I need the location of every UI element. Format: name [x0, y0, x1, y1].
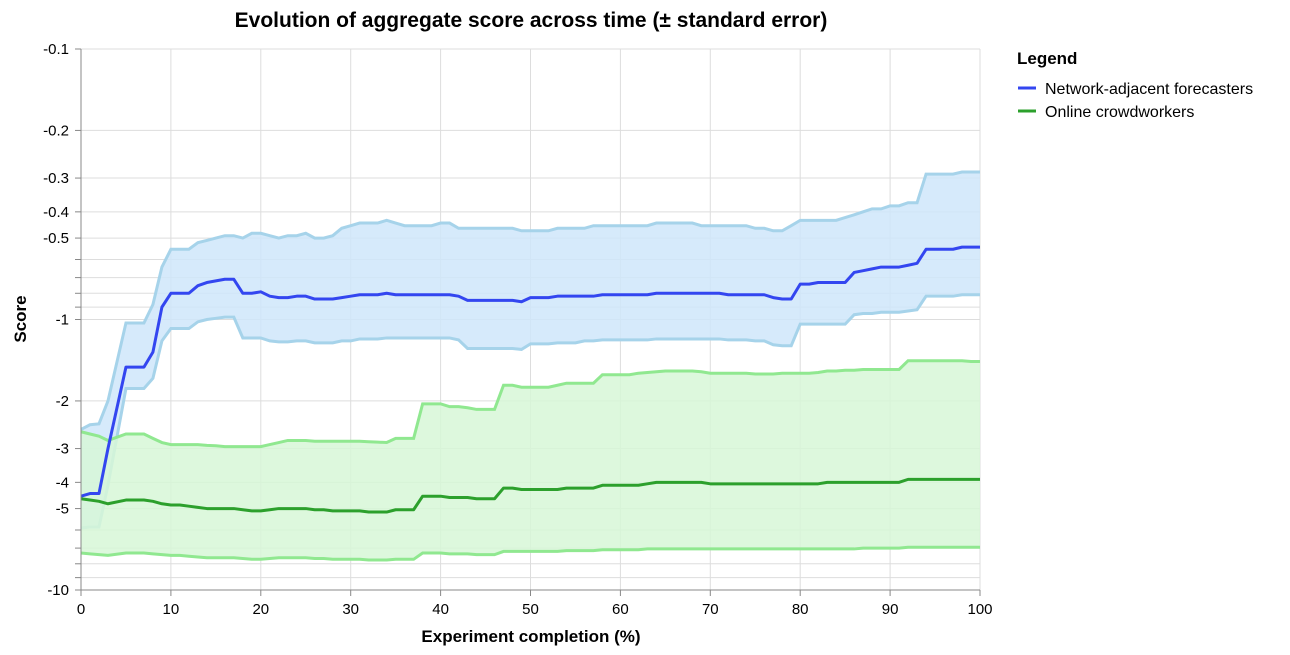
x-tick-label: 40 [432, 601, 449, 618]
x-tick-label: 60 [612, 601, 629, 618]
y-tick-label: -0.1 [43, 41, 69, 58]
x-tick-label: 10 [163, 601, 180, 618]
series-lines [80, 245, 980, 514]
chart-title: Evolution of aggregate score across time… [235, 9, 828, 32]
axes: 0 10 20 30 40 50 60 70 80 90 100 -0.1 -0.2 -0.3 -0.4 -0… [43, 41, 992, 618]
error-band-network-adjacent [81, 172, 980, 529]
upper-bound-line-online-crowdworkers [80, 359, 980, 449]
x-tick-label: 80 [792, 601, 809, 618]
legend: Legend Network-adjacent forecasters Onli… [1017, 49, 1253, 121]
y-tick-label: -0.3 [43, 170, 69, 187]
y-tick-label: -4 [56, 474, 69, 491]
y-tick-label: -2 [56, 393, 69, 410]
upper-bound-line-network-adjacent [80, 170, 980, 431]
legend-label-online-crowdworkers: Online crowdworkers [1045, 104, 1194, 121]
x-tick-label: 90 [882, 601, 899, 618]
lower-bound-line-network-adjacent [80, 293, 980, 530]
x-tick-label: 50 [522, 601, 539, 618]
y-axis-title: Score [11, 295, 30, 342]
x-tick-label: 70 [702, 601, 719, 618]
legend-label-network-adjacent: Network-adjacent forecasters [1045, 81, 1253, 98]
y-tick-label: -0.4 [43, 204, 69, 221]
mean-line-network-adjacent [80, 245, 980, 498]
lower-bound-line-online-crowdworkers [80, 545, 980, 562]
y-tick-label: -5 [56, 501, 69, 518]
x-tick-label: 30 [342, 601, 359, 618]
x-axis-title: Experiment completion (%) [421, 627, 640, 646]
error-band-online-crowdworkers [81, 360, 980, 561]
x-tick-label: 100 [967, 601, 992, 618]
x-tick-label: 20 [252, 601, 269, 618]
mean-line-online-crowdworkers [80, 477, 980, 514]
legend-title: Legend [1017, 49, 1077, 68]
y-tick-label: -1 [56, 312, 69, 329]
y-tick-label: -0.2 [43, 122, 69, 139]
error-bands [80, 170, 980, 562]
y-tick-label: -0.5 [43, 230, 69, 247]
y-tick-label: -3 [56, 441, 69, 458]
x-tick-label: 0 [77, 601, 85, 618]
y-tick-label: -10 [47, 582, 69, 599]
